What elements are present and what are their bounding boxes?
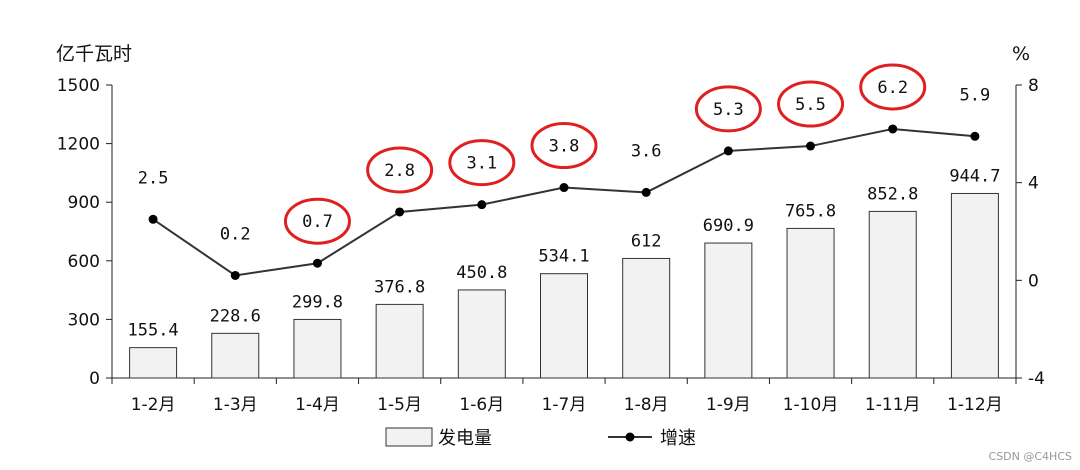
bar <box>622 257 671 379</box>
growth-value-label: 5.5 <box>795 95 826 115</box>
annotation-circle <box>777 80 845 128</box>
bar-value-label: 765.8 <box>785 201 836 221</box>
growth-value-label: 3.1 <box>466 154 497 174</box>
right-tick-label: 8 <box>1028 76 1039 96</box>
bar <box>375 303 424 379</box>
bar-value-label: 376.8 <box>374 277 425 297</box>
bar <box>786 227 835 379</box>
growth-value-labels: 2.5 0.2 0.7 2.8 3.1 3.8 3.6 5.3 5.5 6.2 5.9 <box>138 78 991 245</box>
x-tick-label: 1-11月 <box>865 395 921 415</box>
x-tick-label: 1-2月 <box>131 395 176 415</box>
left-tick-label: 0 <box>89 369 100 389</box>
left-tick-label: 300 <box>68 310 100 330</box>
growth-line <box>148 124 980 280</box>
left-tick-label: 600 <box>68 252 100 272</box>
bar <box>129 347 178 379</box>
growth-value-label: 2.8 <box>384 161 415 181</box>
bar <box>293 318 342 379</box>
x-tick-label: 1-4月 <box>295 395 340 415</box>
growth-point <box>148 214 158 224</box>
growth-value-label: 5.3 <box>713 100 744 120</box>
annotation-circles <box>283 63 927 245</box>
bar <box>868 210 917 379</box>
bar <box>211 332 260 379</box>
legend-line-label: 增速 <box>660 428 696 449</box>
bar-value-label: 690.9 <box>703 216 754 236</box>
watermark: CSDN @C4HCS <box>989 450 1072 463</box>
growth-value-label: 2.5 <box>138 168 169 188</box>
growth-point <box>395 207 405 217</box>
growth-value-label: 5.9 <box>960 85 991 105</box>
bars <box>129 192 999 379</box>
right-tick-label: 0 <box>1028 271 1039 291</box>
left-tick-label: 1200 <box>57 135 100 155</box>
right-tick-label: 4 <box>1028 174 1039 194</box>
legend-bar-label: 发电量 <box>438 428 492 449</box>
annotation-circle <box>283 197 351 245</box>
bar-value-label: 852.8 <box>867 184 918 204</box>
annotation-circle <box>859 63 927 111</box>
legend: 发电量 增速 <box>385 427 696 449</box>
growth-point <box>641 187 651 197</box>
growth-point <box>559 183 569 193</box>
legend-bar-swatch <box>385 427 433 447</box>
bar-value-labels: 155.4 228.6 299.8 376.8 450.8 534.1 612 690.9 76… <box>127 166 1000 340</box>
right-tick-label: -4 <box>1028 369 1045 389</box>
right-axis-unit: % <box>1012 43 1030 65</box>
growth-value-label: 0.2 <box>220 224 251 244</box>
bar-value-label: 299.8 <box>292 292 343 312</box>
bar <box>704 242 753 379</box>
bar-value-label: 155.4 <box>127 321 178 341</box>
bar <box>457 289 506 379</box>
growth-point <box>230 270 240 280</box>
bar-value-label: 944.7 <box>949 166 1000 186</box>
annotation-circle <box>694 85 762 133</box>
growth-point <box>806 141 816 151</box>
axes: 0 300 600 900 1200 1500 -4 0 4 8 1-2月 1-3月 1-4月 1-5月 1… <box>56 43 1045 415</box>
annotation-circle <box>530 122 598 170</box>
x-tick-label: 1-12月 <box>947 395 1003 415</box>
bar-value-label: 534.1 <box>538 247 589 267</box>
left-axis-unit: 亿千瓦时 <box>56 43 132 65</box>
x-tick-label: 1-3月 <box>213 395 258 415</box>
left-tick-label: 1500 <box>57 76 100 96</box>
growth-point <box>477 200 487 210</box>
bar-value-label: 228.6 <box>210 306 261 326</box>
growth-point <box>970 131 980 141</box>
bar <box>540 273 588 379</box>
legend-line-marker <box>625 432 635 442</box>
annotation-circle <box>366 146 434 194</box>
annotation-circle <box>448 139 516 187</box>
x-tick-label: 1-7月 <box>542 395 587 415</box>
x-tick-label: 1-8月 <box>624 395 669 415</box>
growth-point <box>888 124 898 134</box>
x-tick-label: 1-5月 <box>377 395 422 415</box>
left-tick-label: 900 <box>68 193 100 213</box>
growth-point <box>723 146 733 156</box>
x-tick-label: 1-10月 <box>783 395 839 415</box>
growth-value-label: 6.2 <box>877 78 908 98</box>
bar-value-label: 450.8 <box>456 263 507 283</box>
growth-point <box>312 258 322 268</box>
bar-value-label: 612 <box>631 231 662 251</box>
growth-value-label: 0.7 <box>302 212 333 232</box>
growth-value-label: 3.6 <box>631 141 662 161</box>
x-tick-label: 1-9月 <box>706 395 751 415</box>
growth-value-label: 3.8 <box>549 137 580 157</box>
bar <box>950 192 999 379</box>
x-tick-label: 1-6月 <box>459 395 504 415</box>
